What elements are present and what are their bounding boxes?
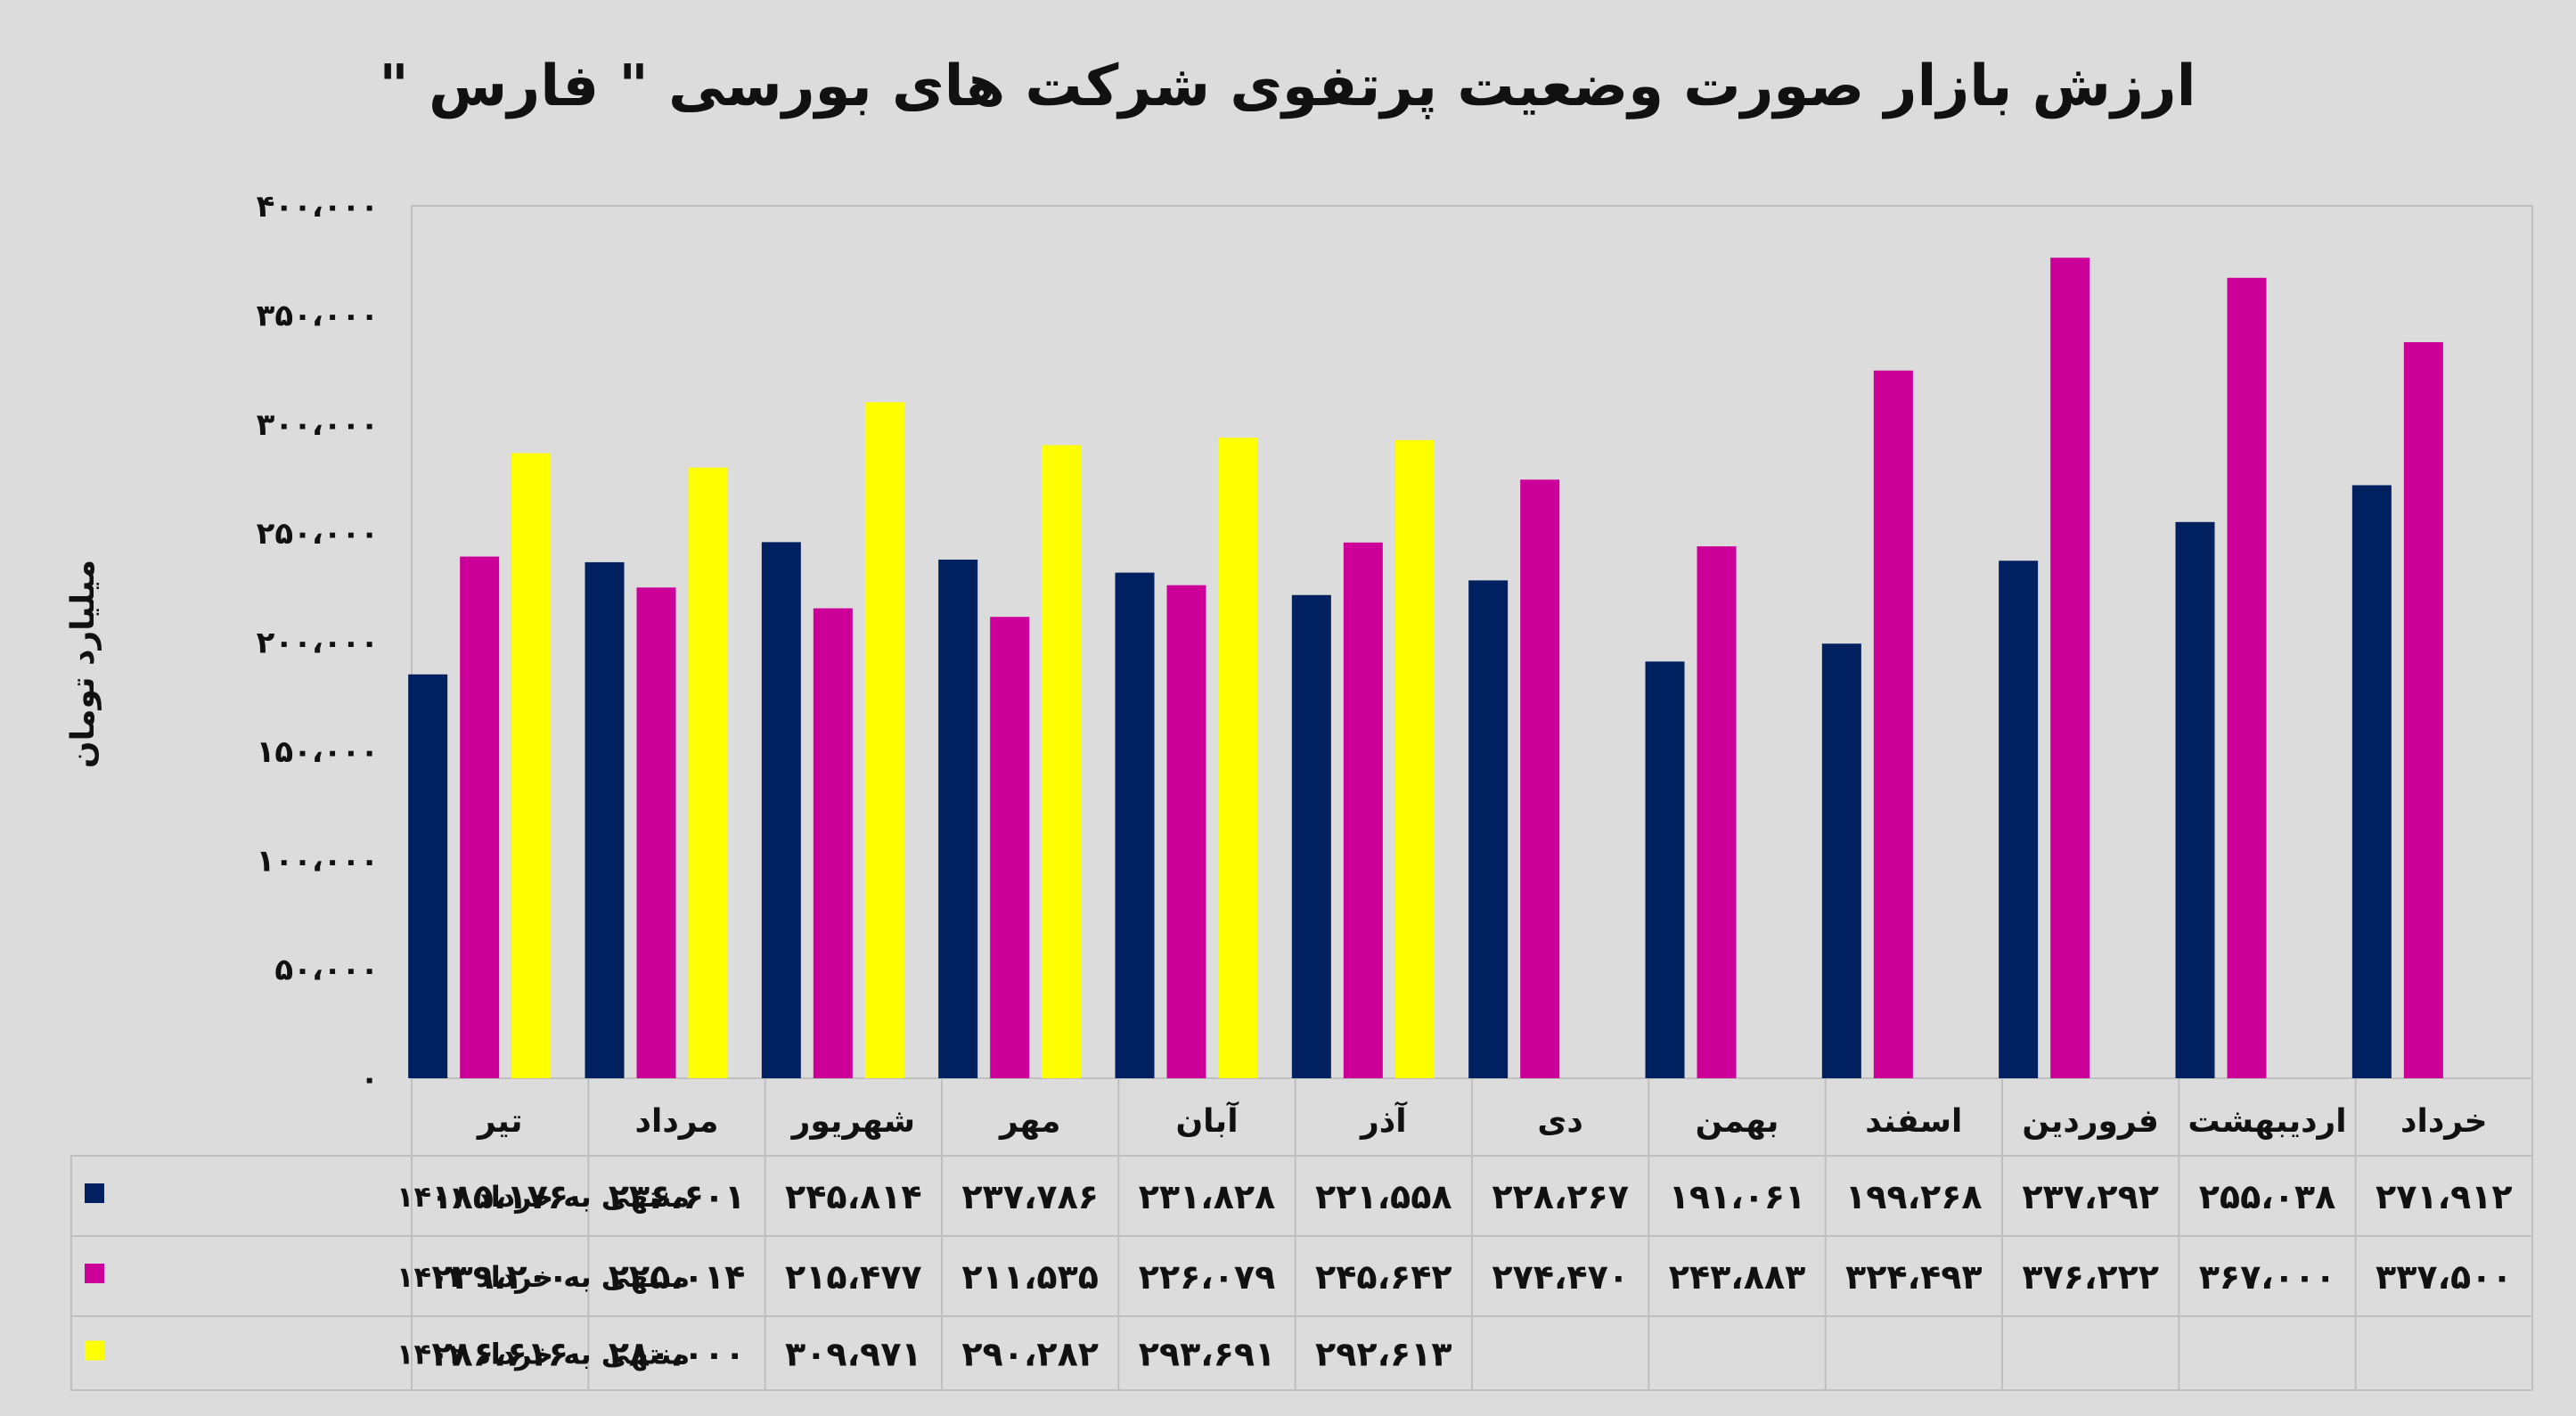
bar [990,617,1030,1078]
bar [2175,521,2215,1078]
chart-title: ارزش بازار صورت وضعیت پرتفوی شرکت های بو… [379,53,2196,119]
data-label: ۳۶۷،۰۰۰ [2199,1257,2336,1297]
data-label: ۳۰۹،۹۷۱ [785,1335,922,1374]
category-label: شهریور [790,1103,915,1140]
y-tick-label: ۲۵۰،۰۰۰ [257,516,379,552]
data-label: ۲۳۹،۲۰۰ [431,1257,568,1297]
bar [2227,277,2267,1079]
bar [2050,258,2090,1078]
data-label: ۳۳۷،۵۰۰ [2376,1257,2513,1297]
bar [1166,585,1206,1078]
bar [1394,439,1435,1078]
category-label: مهر [998,1103,1060,1140]
bar [1042,445,1082,1078]
y-tick-label: ۳۰۰،۰۰۰ [257,407,379,443]
data-label: ۲۳۶،۶۰۱ [609,1177,746,1216]
bar [761,542,801,1078]
data-label: ۲۸۰،۰۰۰ [609,1335,746,1374]
data-label: ۳۲۴،۴۹۳ [1845,1257,1983,1297]
bar [1468,580,1509,1078]
y-axis-title: میلیارد تومان [65,560,102,768]
bar [636,587,676,1078]
y-tick-label: ۳۵۰،۰۰۰ [257,298,379,333]
bar [1873,370,1913,1079]
bar [1291,594,1331,1078]
category-label: تیر [476,1103,523,1140]
data-label: ۲۱۱،۵۳۵ [961,1257,1099,1297]
data-label: ۲۲۸،۲۶۷ [1492,1177,1629,1216]
legend-swatch [85,1183,104,1203]
data-label: ۲۹۲،۶۱۳ [1315,1335,1452,1374]
data-label: ۲۲۵،۰۱۴ [609,1257,746,1297]
category-label: فروردین [2022,1103,2158,1140]
bar [408,674,448,1078]
bar [1999,561,2039,1078]
data-label: ۲۴۵،۸۱۴ [785,1177,922,1216]
bar [460,556,500,1078]
data-label: ۱۸۵،۱۷۶ [431,1177,568,1216]
category-label: آبان [1175,1101,1239,1140]
bar [1697,546,1737,1078]
bar [1115,572,1155,1078]
data-label: ۲۸۶،۶۱۶ [431,1335,568,1374]
bar [938,560,978,1078]
legend-label: منتهی به خرداد ۱۴۰۲ [397,1338,690,1371]
legend-swatch [85,1264,104,1283]
data-label: ۲۳۷،۲۹۲ [2022,1177,2159,1216]
data-label: ۲۳۷،۷۸۶ [961,1177,1099,1216]
y-tick-label: ۴۰۰،۰۰۰ [257,189,379,225]
data-label: ۲۲۶،۰۷۹ [1139,1257,1276,1297]
category-label: بهمن [1696,1103,1779,1140]
data-label: ۲۹۳،۶۹۱ [1139,1335,1276,1374]
bar [585,561,625,1078]
bar [1218,438,1258,1078]
legend-label: منتهی به خرداد ۱۴۰۲ [397,1260,690,1294]
data-label: ۲۲۱،۵۵۸ [1315,1177,1452,1216]
bar [511,453,552,1079]
y-tick-label: ۵۰،۰۰۰ [274,953,379,988]
data-label: ۲۷۱،۹۱۲ [2376,1177,2513,1216]
y-tick-label: ۱۵۰،۰۰۰ [257,734,379,770]
data-label: ۲۱۵،۴۷۷ [785,1257,922,1297]
y-tick-label: ۱۰۰،۰۰۰ [257,843,379,879]
data-label: ۱۹۱،۰۶۱ [1669,1177,1806,1216]
y-tick-label: ۲۰۰،۰۰۰ [257,626,379,661]
legend-label: منتهی به خرداد ۱۴۰۱ [397,1180,690,1214]
bar [1343,542,1383,1078]
data-label: ۲۳۱،۸۲۸ [1139,1177,1276,1216]
data-label: ۱۹۹،۲۶۸ [1845,1177,1983,1216]
bar [1821,643,1861,1078]
bar [813,608,853,1078]
category-label: آذر [1359,1101,1408,1140]
bar [1645,661,1685,1078]
bar [1520,479,1560,1078]
data-label: ۲۴۵،۶۴۲ [1315,1257,1452,1297]
bar [688,467,728,1078]
data-label: ۲۵۵،۰۳۸ [2199,1177,2336,1216]
data-label: ۲۷۴،۴۷۰ [1492,1257,1629,1297]
category-label: خرداد [2400,1103,2488,1140]
category-label: اسفند [1865,1103,1962,1140]
data-label: ۲۴۳،۸۸۳ [1669,1257,1806,1297]
category-label: دی [1537,1103,1582,1140]
bar [2403,341,2443,1078]
data-label: ۳۷۶،۲۲۲ [2022,1257,2159,1297]
data-label: ۲۹۰،۲۸۲ [961,1335,1099,1374]
category-label: مرداد [635,1103,719,1140]
bar [2351,485,2392,1078]
legend-swatch [85,1340,104,1361]
category-label: اردیبهشت [2188,1103,2346,1140]
data-table: تیر مرداد شهریور مهر آبان آذر دی بهمن اسفند فرورد… [70,1078,2533,1391]
y-tick-label: ۰ [360,1061,379,1097]
bar [864,402,904,1079]
plot-area: ۰ ۵۰،۰۰۰ ۱۰۰،۰۰۰ ۱۵۰،۰۰۰ ۲۰۰،۰۰۰ ۲۵۰،۰۰۰ ۳۰۰،۰… [257,189,2533,1097]
